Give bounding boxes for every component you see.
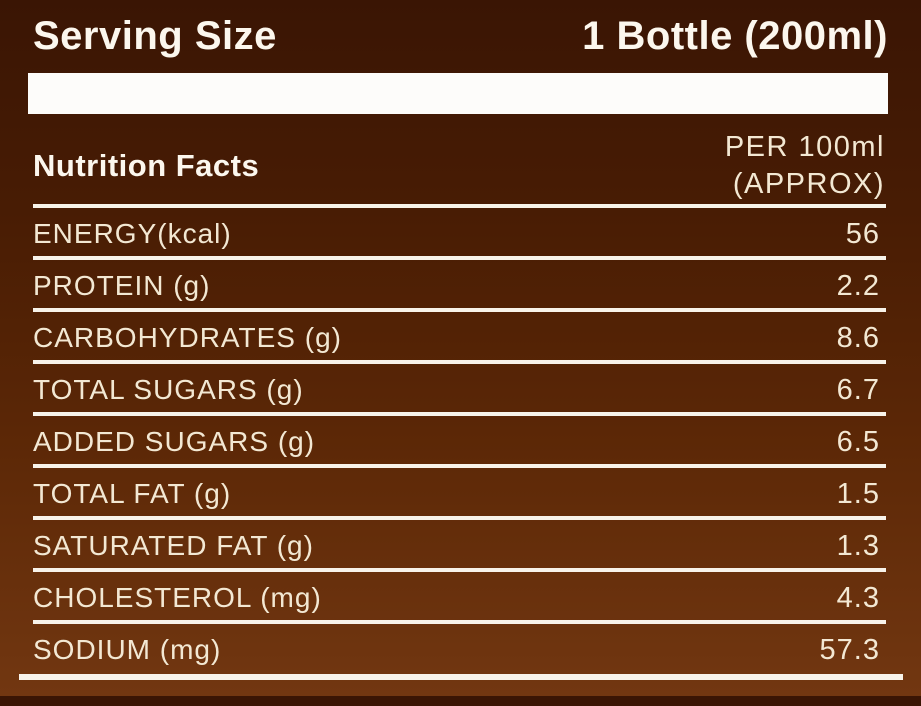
- row-divider: [33, 256, 886, 260]
- nutrient-label: TOTAL FAT (g): [33, 478, 232, 509]
- nutrition-label-panel: Serving Size 1 Bottle (200ml) Nutrition …: [0, 10, 921, 680]
- row-divider: [33, 620, 886, 624]
- nutrient-value: 57.3: [819, 633, 880, 666]
- nutrient-value: 1.3: [836, 529, 880, 562]
- nutrient-label: SODIUM (mg): [33, 634, 222, 665]
- table-row: TOTAL FAT (g) 1.5: [33, 468, 886, 516]
- table-row: ENERGY(kcal) 56: [33, 208, 886, 256]
- row-divider: [33, 360, 886, 364]
- nutrient-value: 2.2: [836, 269, 880, 302]
- column-header-line2: (APPROX): [732, 168, 885, 200]
- nutrient-value: 56: [845, 217, 880, 250]
- per-100ml-column-header: PER 100ml (APPROX): [725, 129, 885, 203]
- nutrition-facts-title: Nutrition Facts: [33, 148, 260, 183]
- table-row: ADDED SUGARS (g) 6.5: [33, 416, 886, 464]
- row-divider: [33, 568, 886, 572]
- serving-size-value: 1 Bottle (200ml): [582, 14, 888, 58]
- table-row: TOTAL SUGARS (g) 6.7: [33, 364, 886, 412]
- serving-size-header: Serving Size 1 Bottle (200ml): [33, 10, 888, 62]
- nutrient-label: ADDED SUGARS (g): [33, 426, 316, 457]
- row-divider: [33, 516, 886, 520]
- nutrient-value: 6.7: [836, 373, 880, 406]
- bottom-rule: [19, 674, 903, 680]
- table-row: CARBOHYDRATES (g) 8.6: [33, 312, 886, 360]
- facts-header: Nutrition Facts PER 100ml (APPROX): [33, 128, 885, 204]
- nutrient-value: 1.5: [836, 477, 880, 510]
- nutrient-label: PROTEIN (g): [33, 270, 211, 301]
- nutrient-label: ENERGY(kcal): [33, 218, 232, 249]
- nutrient-value: 6.5: [836, 425, 880, 458]
- column-header-line1: PER 100ml: [724, 131, 885, 163]
- table-row: SODIUM (mg) 57.3: [33, 624, 886, 672]
- row-divider: [33, 308, 886, 312]
- nutrient-value: 8.6: [836, 321, 880, 354]
- serving-size-label: Serving Size: [33, 14, 277, 58]
- nutrient-label: CHOLESTEROL (mg): [33, 582, 322, 613]
- nutrient-label: CARBOHYDRATES (g): [33, 322, 342, 353]
- nutrition-table: ENERGY(kcal) 56 PROTEIN (g) 2.2 CARBOHYDRATE…: [33, 208, 886, 672]
- nutrient-value: 4.3: [836, 581, 880, 614]
- row-divider: [33, 464, 886, 468]
- row-divider: [33, 412, 886, 416]
- table-row: PROTEIN (g) 2.2: [33, 260, 886, 308]
- nutrient-label: TOTAL SUGARS (g): [33, 374, 304, 405]
- table-row: SATURATED FAT (g) 1.3: [33, 520, 886, 568]
- header-rule: [33, 204, 886, 208]
- table-row: CHOLESTEROL (mg) 4.3: [33, 572, 886, 620]
- white-divider-bar: [28, 73, 888, 114]
- nutrient-label: SATURATED FAT (g): [33, 530, 314, 561]
